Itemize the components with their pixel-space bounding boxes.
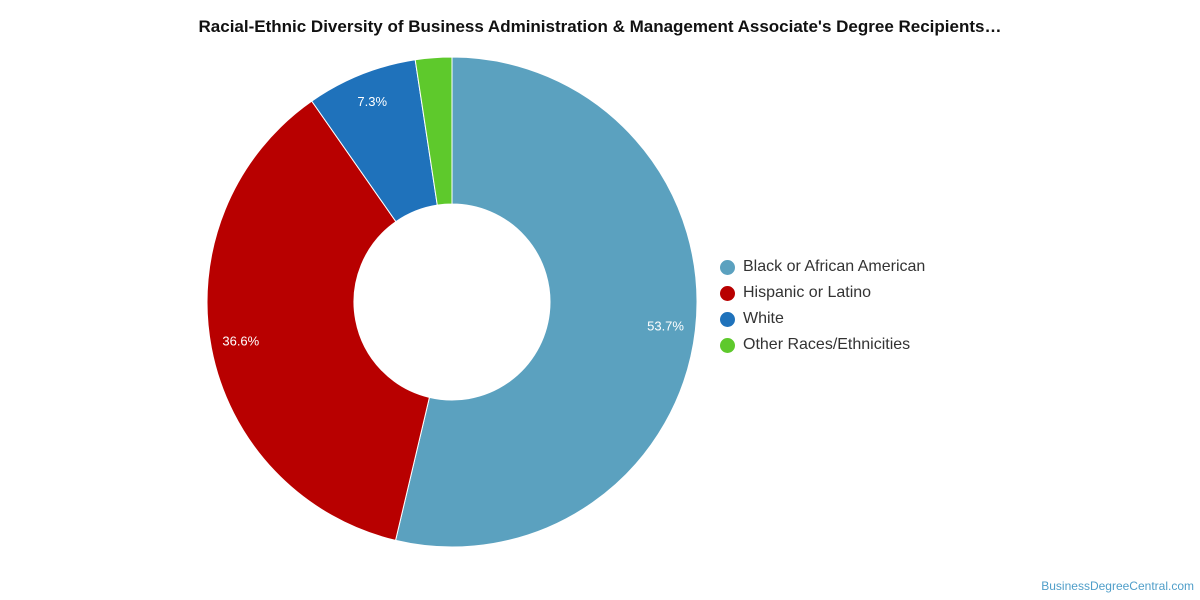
legend-item-3[interactable]: Other Races/Ethnicities	[720, 332, 925, 358]
legend-item-0[interactable]: Black or African American	[720, 254, 925, 280]
legend-item-2[interactable]: White	[720, 306, 925, 332]
legend-label-2: White	[743, 310, 784, 327]
legend-label-3: Other Races/Ethnicities	[743, 336, 911, 353]
slice-0[interactable]	[394, 56, 698, 548]
slice-label-0: 53.7%	[647, 318, 684, 333]
legend-label-0: Black or African American	[743, 258, 926, 275]
slice-1[interactable]	[206, 100, 431, 542]
legend-swatch-0	[720, 259, 735, 275]
slice-label-2: 7.3%	[357, 94, 387, 109]
legend-label-1: Hispanic or Latino	[743, 284, 872, 301]
legend-swatch-2	[720, 311, 735, 327]
slice-label-1: 36.6%	[222, 334, 259, 349]
watermark: BusinessDegreeCentral.com	[1041, 579, 1194, 593]
legend-swatch-3	[720, 337, 735, 353]
slice-3[interactable]	[414, 56, 453, 206]
legend-item-1[interactable]: Hispanic or Latino	[720, 280, 925, 306]
chart-legend: Black or African American Hispanic or Lat…	[720, 254, 925, 358]
legend-swatch-1	[720, 285, 735, 301]
chart-title: Racial-Ethnic Diversity of Business Admi…	[198, 17, 1002, 36]
